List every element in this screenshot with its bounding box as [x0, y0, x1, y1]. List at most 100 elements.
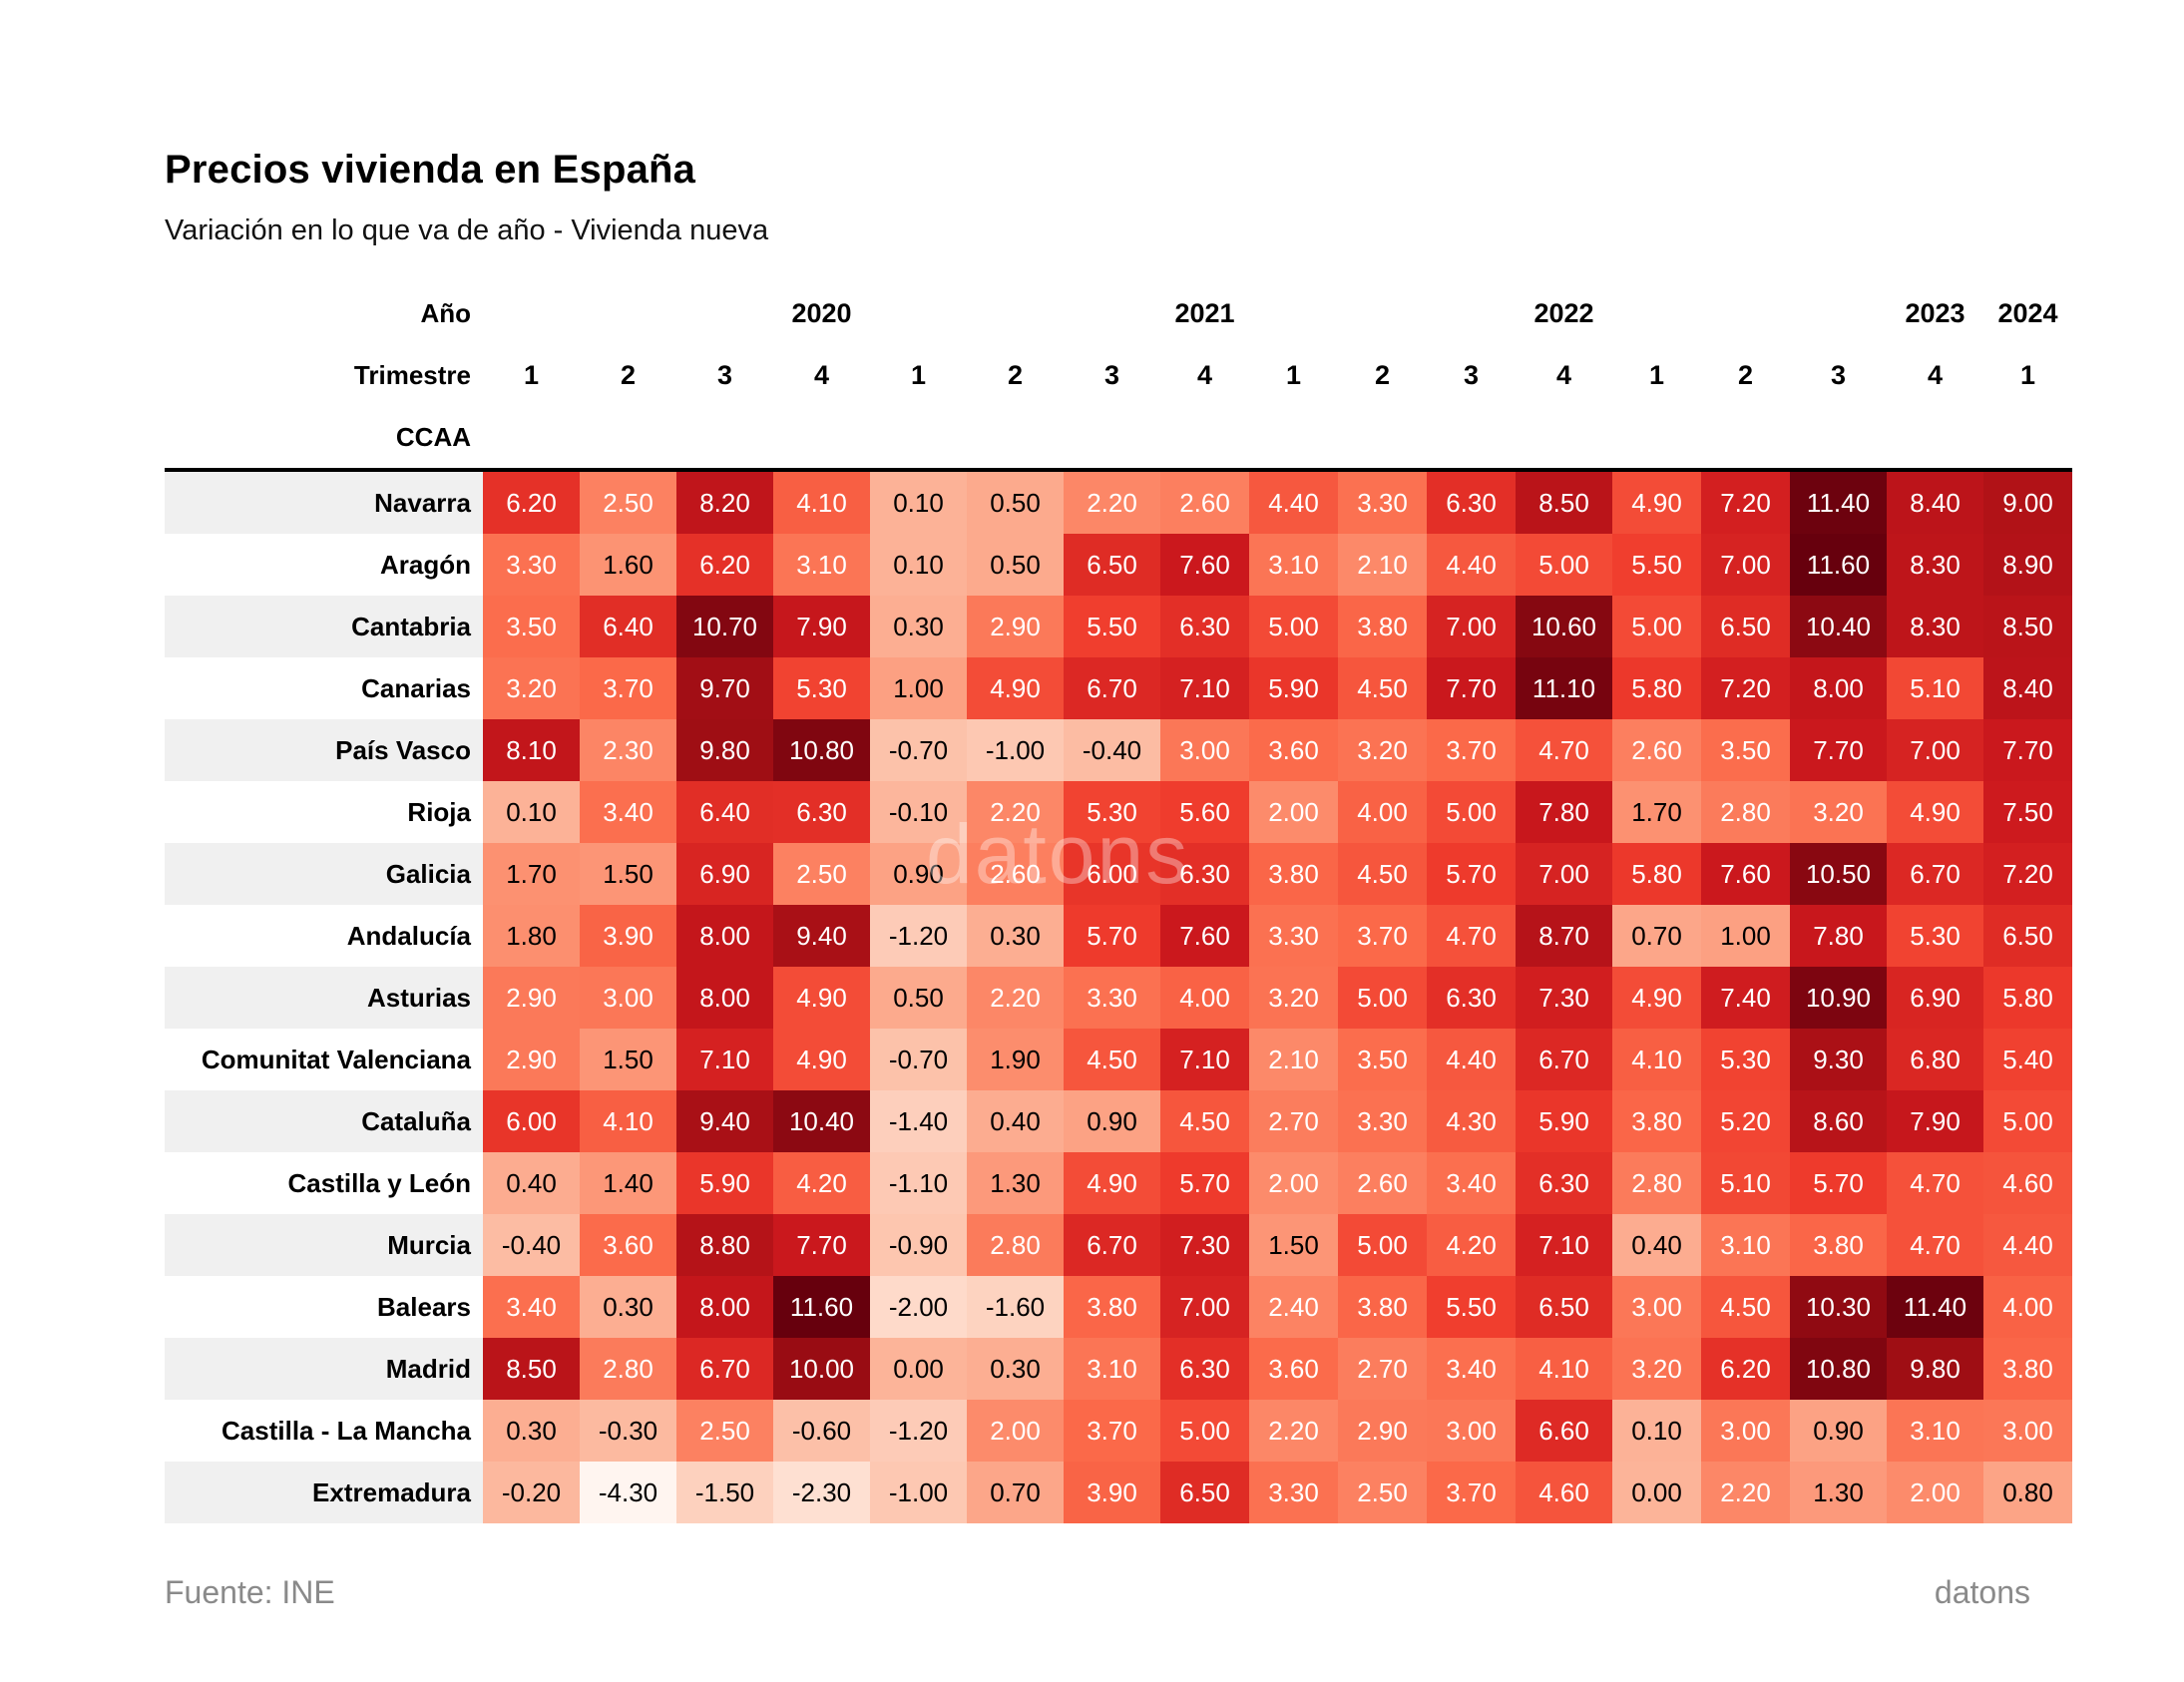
heatmap-cell: 4.70 — [1887, 1152, 1983, 1214]
heatmap-cell: 5.90 — [1249, 657, 1338, 719]
heatmap-cell: 6.30 — [1427, 470, 1516, 534]
heatmap-cell: 6.70 — [1064, 657, 1160, 719]
table-row: Canarias 3.20 3.70 9.70 5.30 1.00 4.90 6.70 7.10… — [165, 657, 2072, 719]
year-header-cell — [870, 282, 967, 344]
heatmap-cell: 4.70 — [1887, 1214, 1983, 1276]
heatmap-cell: 6.50 — [1064, 534, 1160, 596]
quarter-header-cell: 3 — [676, 344, 773, 406]
year-header-cell — [483, 282, 580, 344]
heatmap-cell: 8.60 — [1790, 1090, 1887, 1152]
ccaa-header-cell — [773, 406, 870, 472]
heatmap-cell: 5.00 — [1338, 967, 1427, 1029]
table-row: Rioja 0.10 3.40 6.40 6.30 -0.10 2.20 5.30 5.60 2.… — [165, 781, 2072, 843]
ccaa-header-cell — [870, 406, 967, 472]
heatmap-cell: 4.90 — [1612, 470, 1701, 534]
heatmap-cell: 3.50 — [1338, 1029, 1427, 1090]
heatmap-cell: 2.20 — [1249, 1400, 1338, 1462]
heatmap-cell: 7.40 — [1701, 967, 1790, 1029]
heatmap-cell: 7.10 — [1160, 657, 1249, 719]
heatmap-cell: 2.80 — [1612, 1152, 1701, 1214]
heatmap-cell: 2.00 — [1887, 1462, 1983, 1523]
ccaa-header-cell — [1887, 406, 1983, 472]
heatmap-cell: 2.00 — [1249, 1152, 1338, 1214]
heatmap-cell: 2.80 — [1701, 781, 1790, 843]
heatmap-cell: 3.50 — [1701, 719, 1790, 781]
page-title: Precios vivienda en España — [165, 148, 696, 192]
ccaa-header-cell — [676, 406, 773, 472]
ccaa-header-row: CCAA — [165, 406, 2072, 472]
heatmap-cell: 6.20 — [1701, 1338, 1790, 1400]
year-header-cell — [1427, 282, 1516, 344]
year-header-cell — [1701, 282, 1790, 344]
heatmap-cell: 7.60 — [1160, 905, 1249, 967]
heatmap-cell: 3.20 — [1249, 967, 1338, 1029]
heatmap-cell: 8.50 — [1516, 470, 1612, 534]
heatmap-cell: 2.00 — [1249, 781, 1338, 843]
heatmap-cell: 2.80 — [967, 1214, 1064, 1276]
heatmap-cell: 6.90 — [676, 843, 773, 905]
table-row: Asturias 2.90 3.00 8.00 4.90 0.50 2.20 3.30 4.00… — [165, 967, 2072, 1029]
heatmap-cell: 2.30 — [580, 719, 676, 781]
heatmap-cell: 0.90 — [870, 843, 967, 905]
ccaa-header-cell — [1983, 406, 2072, 472]
heatmap-cell: 3.70 — [1427, 719, 1516, 781]
heatmap-cell: 2.20 — [1701, 1462, 1790, 1523]
heatmap-cell: -0.30 — [580, 1400, 676, 1462]
quarter-header-cell: 4 — [1887, 344, 1983, 406]
year-header-cell — [967, 282, 1064, 344]
heatmap-cell: 5.40 — [1983, 1029, 2072, 1090]
heatmap-cell: 5.00 — [1338, 1214, 1427, 1276]
heatmap-cell: 2.20 — [967, 781, 1064, 843]
heatmap-cell: 5.00 — [1249, 596, 1338, 657]
heatmap-cell: 6.00 — [483, 1090, 580, 1152]
heatmap-cell: 0.30 — [483, 1400, 580, 1462]
heatmap-cell: 9.30 — [1790, 1029, 1887, 1090]
heatmap-cell: 0.10 — [870, 534, 967, 596]
heatmap-cell: 0.80 — [1983, 1462, 2072, 1523]
heatmap-cell: 0.00 — [870, 1338, 967, 1400]
row-label-balears: Balears — [165, 1276, 483, 1338]
heatmap-cell: 2.60 — [1612, 719, 1701, 781]
heatmap-cell: 5.70 — [1427, 843, 1516, 905]
heatmap-cell: 7.60 — [1160, 534, 1249, 596]
heatmap-cell: 7.00 — [1701, 534, 1790, 596]
heatmap-cell: 3.10 — [1064, 1338, 1160, 1400]
quarter-header-cell: 1 — [1983, 344, 2072, 406]
row-label-galicia: Galicia — [165, 843, 483, 905]
heatmap-cell: -0.70 — [870, 1029, 967, 1090]
heatmap-cell: 4.20 — [773, 1152, 870, 1214]
table-row: País Vasco 8.10 2.30 9.80 10.80 -0.70 -1.00 -0.… — [165, 719, 2072, 781]
table-row: Comunitat Valenciana 2.90 1.50 7.10 4.90 -0.7… — [165, 1029, 2072, 1090]
heatmap-cell: 1.50 — [580, 1029, 676, 1090]
heatmap-cell: 7.00 — [1887, 719, 1983, 781]
heatmap-cell: -1.20 — [870, 905, 967, 967]
heatmap-cell: 8.40 — [1887, 470, 1983, 534]
heatmap-cell: 3.10 — [1701, 1214, 1790, 1276]
heatmap-cell: 0.50 — [870, 967, 967, 1029]
ccaa-header-cell — [1064, 406, 1160, 472]
heatmap-cell: 4.00 — [1160, 967, 1249, 1029]
heatmap-cell: 10.40 — [773, 1090, 870, 1152]
heatmap-cell: 3.10 — [1887, 1400, 1983, 1462]
heatmap-cell: 4.40 — [1427, 1029, 1516, 1090]
heatmap-cell: 9.70 — [676, 657, 773, 719]
heatmap-cell: 6.70 — [1887, 843, 1983, 905]
heatmap-cell: 5.80 — [1612, 657, 1701, 719]
heatmap-cell: 4.10 — [1612, 1029, 1701, 1090]
ccaa-header-cell — [1516, 406, 1612, 472]
year-header-cell: 2023 — [1887, 282, 1983, 344]
heatmap-cell: 4.00 — [1983, 1276, 2072, 1338]
table-row: Andalucía 1.80 3.90 8.00 9.40 -1.20 0.30 5.70 7.… — [165, 905, 2072, 967]
heatmap-cell: 6.70 — [1064, 1214, 1160, 1276]
heatmap-cell: 8.00 — [676, 905, 773, 967]
quarter-header-cell: 4 — [1516, 344, 1612, 406]
heatmap-cell: -2.30 — [773, 1462, 870, 1523]
heatmap-cell: 5.00 — [1612, 596, 1701, 657]
heatmap-cell: 8.70 — [1516, 905, 1612, 967]
year-header-cell: 2022 — [1516, 282, 1612, 344]
heatmap-cell: 6.70 — [676, 1338, 773, 1400]
heatmap-cell: 5.80 — [1612, 843, 1701, 905]
table-row: Balears 3.40 0.30 8.00 11.60 -2.00 -1.60 3.80 7.… — [165, 1276, 2072, 1338]
table-row: Madrid 8.50 2.80 6.70 10.00 0.00 0.30 3.10 6.30 3… — [165, 1338, 2072, 1400]
heatmap-cell: 11.10 — [1516, 657, 1612, 719]
